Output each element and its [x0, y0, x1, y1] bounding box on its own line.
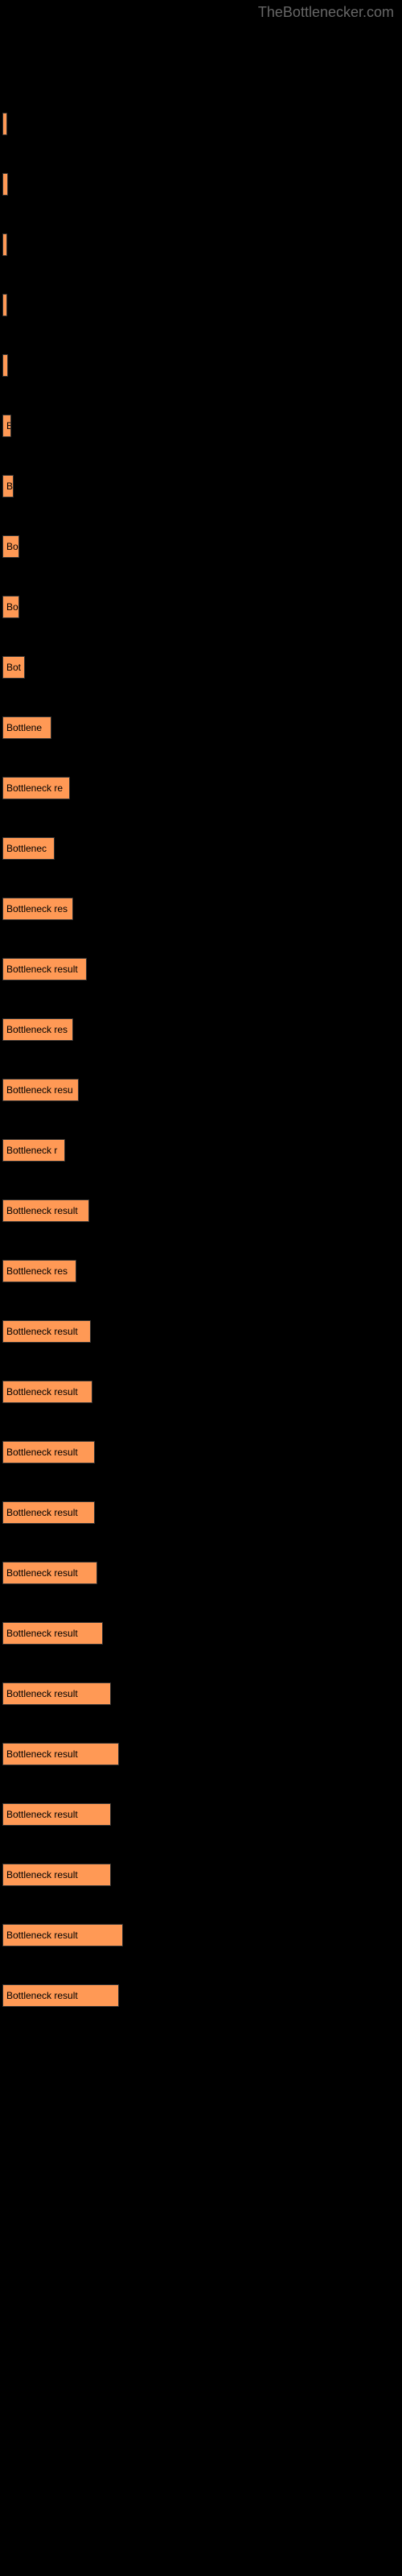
bar-row: Bottleneck result: [2, 1743, 402, 1779]
bar-row: Bottleneck result: [2, 1501, 402, 1538]
chart-bar: Bot: [2, 656, 25, 679]
bar-row: Bottleneck result: [2, 1984, 402, 2021]
chart-bar: Bottlene: [2, 716, 51, 739]
chart-bar: [2, 354, 8, 377]
chart-bar: [2, 294, 7, 316]
bar-row: Bottleneck result: [2, 1864, 402, 1900]
bar-row: Bottleneck result: [2, 1381, 402, 1417]
chart-bar: B: [2, 415, 11, 437]
watermark-text: TheBottlenecker.com: [258, 4, 394, 21]
bar-row: Bottleneck result: [2, 958, 402, 994]
chart-bar: [2, 173, 8, 196]
chart-bar: Bottleneck result: [2, 1562, 97, 1584]
chart-bar: [2, 233, 7, 256]
chart-bar: Bottleneck re: [2, 777, 70, 799]
chart-bar: Bottleneck res: [2, 898, 73, 920]
chart-bar: Bottleneck result: [2, 1924, 123, 1946]
bar-row: Bo: [2, 535, 402, 572]
bar-row: Bottleneck result: [2, 1924, 402, 1960]
chart-bar: Bottlenec: [2, 837, 55, 860]
chart-bar: Bottleneck result: [2, 1743, 119, 1765]
chart-bar: Bottleneck result: [2, 1682, 111, 1705]
chart-bar: Bottleneck res: [2, 1018, 73, 1041]
chart-bar: Bottleneck res: [2, 1260, 76, 1282]
chart-bar: Bottleneck result: [2, 1984, 119, 2007]
chart-bar: Bottleneck resu: [2, 1079, 79, 1101]
bar-row: [2, 354, 402, 390]
bar-row: Bottlene: [2, 716, 402, 753]
chart-bar: Bo: [2, 535, 19, 558]
bar-row: Bottleneck result: [2, 1622, 402, 1658]
bar-row: Bottleneck result: [2, 1803, 402, 1839]
bar-row: [2, 113, 402, 149]
bar-row: Bo: [2, 596, 402, 632]
bar-row: Bottleneck res: [2, 1018, 402, 1055]
bar-row: [2, 294, 402, 330]
bar-row: Bottleneck result: [2, 1562, 402, 1598]
bar-row: Bottleneck result: [2, 1199, 402, 1236]
bar-row: B: [2, 415, 402, 451]
bar-row: [2, 173, 402, 209]
bar-row: B: [2, 475, 402, 511]
chart-bar: [2, 113, 7, 135]
bar-row: Bottleneck r: [2, 1139, 402, 1175]
bar-chart: B B Bo Bo Bot Bottlene Bottleneck re Bottlenec B…: [0, 0, 402, 2021]
chart-bar: Bottleneck result: [2, 1622, 103, 1645]
chart-bar: Bottleneck result: [2, 1441, 95, 1463]
bar-row: Bottleneck res: [2, 1260, 402, 1296]
bar-row: Bottlenec: [2, 837, 402, 873]
bar-row: Bottleneck result: [2, 1320, 402, 1356]
chart-bar: B: [2, 475, 14, 497]
bar-row: Bottleneck resu: [2, 1079, 402, 1115]
bar-row: Bottleneck result: [2, 1682, 402, 1719]
bar-row: [2, 233, 402, 270]
bar-row: Bottleneck result: [2, 1441, 402, 1477]
chart-bar: Bo: [2, 596, 19, 618]
chart-bar: Bottleneck r: [2, 1139, 65, 1162]
chart-bar: Bottleneck result: [2, 1501, 95, 1524]
bar-row: Bottleneck re: [2, 777, 402, 813]
chart-bar: Bottleneck result: [2, 1864, 111, 1886]
chart-bar: Bottleneck result: [2, 1199, 89, 1222]
chart-bar: Bottleneck result: [2, 1320, 91, 1343]
bar-row: Bot: [2, 656, 402, 692]
chart-bar: Bottleneck result: [2, 1381, 92, 1403]
chart-bar: Bottleneck result: [2, 958, 87, 980]
bar-row: Bottleneck res: [2, 898, 402, 934]
chart-bar: Bottleneck result: [2, 1803, 111, 1826]
